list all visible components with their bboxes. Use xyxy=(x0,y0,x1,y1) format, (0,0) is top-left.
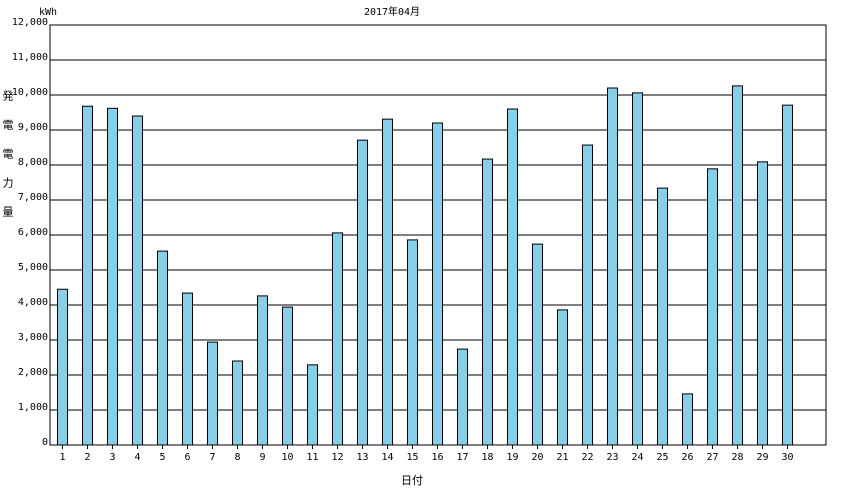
bar xyxy=(732,85,743,446)
y-tick-label: 4,000 xyxy=(18,297,48,308)
bar xyxy=(332,232,343,446)
bar xyxy=(382,118,393,446)
y-unit: kWh xyxy=(39,7,57,18)
x-tick-label: 15 xyxy=(406,452,418,463)
y-tick-label: 3,000 xyxy=(18,332,48,343)
bar xyxy=(157,250,168,446)
bar xyxy=(657,187,668,446)
y-tick-label: 7,000 xyxy=(18,192,48,203)
x-axis-label: 日付 xyxy=(401,474,423,487)
y-tick-label: 6,000 xyxy=(18,227,48,238)
x-tick-label: 22 xyxy=(581,452,593,463)
bar xyxy=(582,144,593,446)
bar xyxy=(207,341,218,446)
bar xyxy=(457,348,468,446)
x-tick-label: 10 xyxy=(281,452,293,463)
chart-title: 2017年04月 xyxy=(364,5,420,18)
x-tick-label: 26 xyxy=(681,452,693,463)
x-tick-label: 16 xyxy=(431,452,443,463)
x-tick-label: 29 xyxy=(756,452,768,463)
x-tick-label: 2 xyxy=(84,452,90,463)
x-tick-label: 4 xyxy=(134,452,140,463)
bar xyxy=(107,107,118,446)
x-tick-label: 17 xyxy=(456,452,468,463)
bar xyxy=(307,364,318,446)
y-tick-label: 5,000 xyxy=(18,262,48,273)
x-tick-label: 30 xyxy=(781,452,793,463)
y-tick-label: 0 xyxy=(42,437,48,448)
bar xyxy=(632,92,643,446)
x-tick-label: 5 xyxy=(159,452,165,463)
y-tick-label: 2,000 xyxy=(18,367,48,378)
bar xyxy=(232,360,243,446)
x-tick-label: 9 xyxy=(259,452,265,463)
y-axis-label: 発電電力量 xyxy=(1,89,14,235)
bar xyxy=(82,105,93,446)
x-tick-label: 21 xyxy=(556,452,568,463)
x-tick-label: 11 xyxy=(306,452,318,463)
x-tick-label: 1 xyxy=(59,452,65,463)
x-tick-label: 3 xyxy=(109,452,115,463)
x-tick-label: 20 xyxy=(531,452,543,463)
bar xyxy=(532,243,543,446)
bar xyxy=(282,306,293,446)
x-tick-label: 27 xyxy=(706,452,718,463)
x-tick-label: 12 xyxy=(331,452,343,463)
x-tick-label: 25 xyxy=(656,452,668,463)
bar xyxy=(357,139,368,446)
bar xyxy=(707,168,718,446)
bar xyxy=(682,393,693,446)
bar xyxy=(57,288,68,446)
x-tick-label: 7 xyxy=(209,452,215,463)
x-tick-label: 18 xyxy=(481,452,493,463)
bar xyxy=(257,295,268,446)
x-tick-label: 19 xyxy=(506,452,518,463)
bar xyxy=(132,115,143,446)
bar xyxy=(607,87,618,446)
bar xyxy=(182,292,193,446)
x-tick-label: 28 xyxy=(731,452,743,463)
x-tick-label: 23 xyxy=(606,452,618,463)
y-tick-label: 11,000 xyxy=(12,52,48,63)
y-tick-label: 1,000 xyxy=(18,402,48,413)
bar xyxy=(782,104,793,446)
bar xyxy=(557,309,568,446)
bar xyxy=(757,161,768,446)
y-tick-label: 8,000 xyxy=(18,157,48,168)
y-tick-label: 10,000 xyxy=(12,87,48,98)
x-tick-label: 24 xyxy=(631,452,643,463)
x-tick-label: 14 xyxy=(381,452,393,463)
y-tick-label: 12,000 xyxy=(12,17,48,28)
y-tick-label: 9,000 xyxy=(18,122,48,133)
x-tick-label: 8 xyxy=(234,452,240,463)
bar xyxy=(507,108,518,446)
bar xyxy=(432,122,443,446)
bar xyxy=(482,158,493,446)
x-tick-label: 6 xyxy=(184,452,190,463)
x-tick-label: 13 xyxy=(356,452,368,463)
bar xyxy=(407,239,418,446)
